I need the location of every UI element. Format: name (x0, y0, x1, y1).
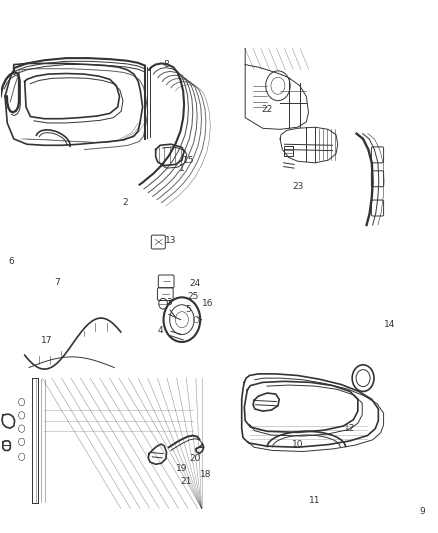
Text: 19: 19 (176, 464, 187, 473)
Text: 5: 5 (186, 304, 191, 313)
Text: 2: 2 (122, 198, 128, 207)
Text: 23: 23 (292, 182, 303, 191)
Text: 24: 24 (189, 279, 201, 288)
Text: 21: 21 (180, 478, 192, 486)
Text: 20: 20 (189, 455, 201, 463)
Text: 8: 8 (164, 60, 170, 69)
Text: 7: 7 (55, 278, 60, 287)
Text: 3: 3 (166, 298, 172, 307)
Text: 15: 15 (183, 156, 194, 165)
Text: 9: 9 (419, 506, 425, 515)
Text: 10: 10 (292, 440, 304, 449)
Text: 11: 11 (309, 496, 321, 505)
Text: 17: 17 (41, 336, 52, 345)
Text: 6: 6 (9, 257, 14, 265)
Text: 14: 14 (384, 320, 395, 329)
Text: 1: 1 (179, 164, 185, 173)
Text: 13: 13 (165, 237, 177, 246)
Text: 4: 4 (157, 326, 163, 335)
Text: 18: 18 (200, 471, 212, 479)
Text: 22: 22 (261, 105, 272, 114)
Text: 16: 16 (202, 299, 214, 308)
Text: 12: 12 (344, 424, 356, 433)
Text: 25: 25 (187, 292, 198, 301)
